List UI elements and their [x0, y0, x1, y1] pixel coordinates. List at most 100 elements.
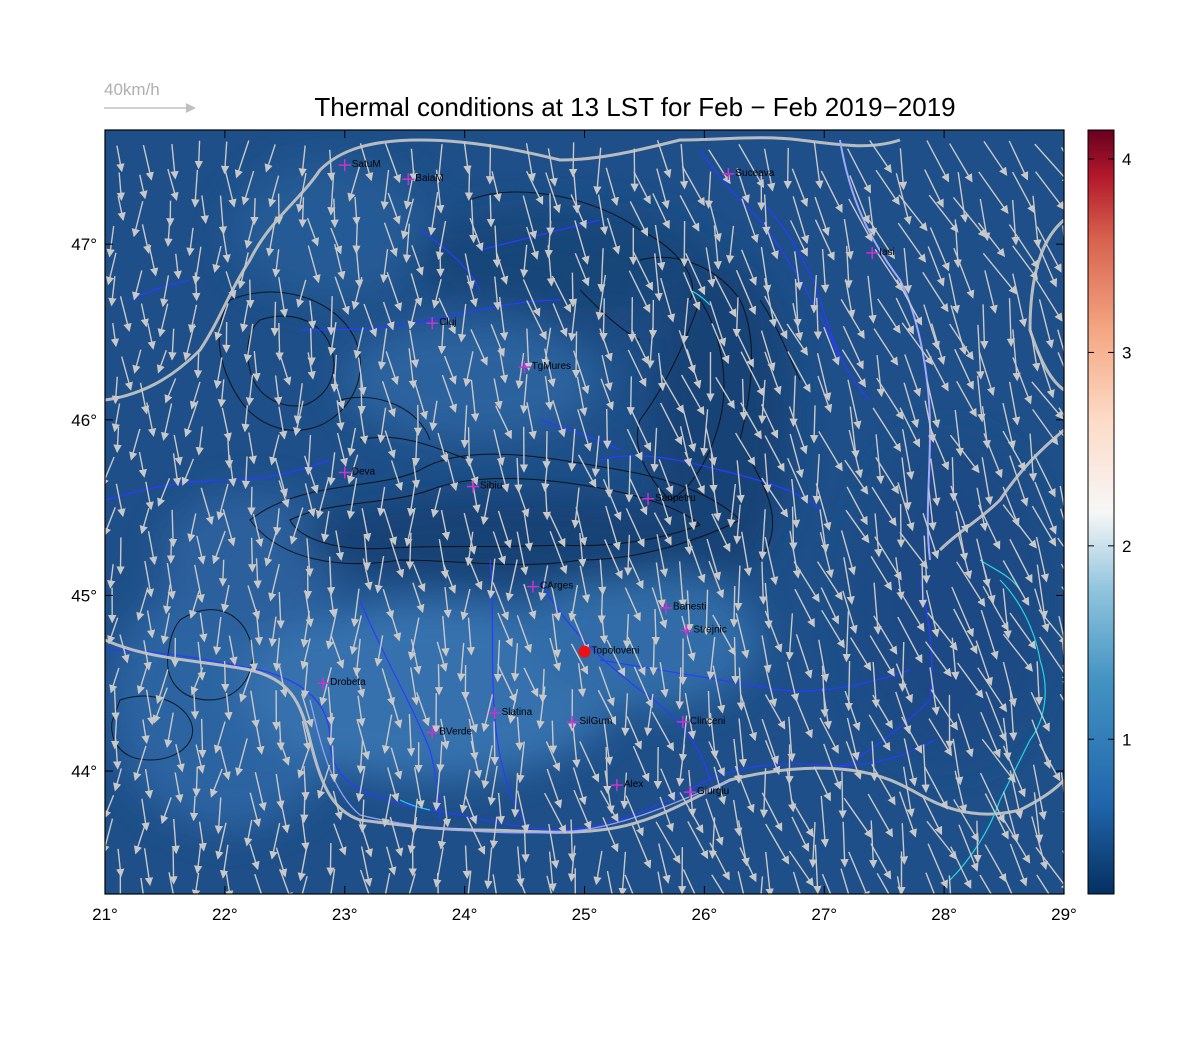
wind-arrow [173, 434, 183, 466]
city-label: Slatina [502, 707, 533, 718]
wind-arrow [487, 558, 496, 599]
wind-arrow [735, 330, 754, 368]
wind-arrow [410, 667, 420, 706]
wind-arrow [760, 246, 772, 294]
wind-arrow [953, 799, 979, 842]
wind-arrow [300, 693, 314, 728]
wind-arrow [568, 272, 578, 308]
wind-arrow [929, 667, 940, 716]
wind-arrow [520, 244, 529, 278]
wind-arrow [1002, 588, 1012, 640]
wind-arrow [459, 769, 471, 814]
wind-arrow [735, 613, 750, 659]
wind-arrow [410, 639, 422, 675]
wind-arrow [660, 374, 684, 414]
wind-arrow [793, 561, 820, 603]
wind-arrow [675, 667, 684, 710]
wind-arrow [759, 768, 769, 819]
wind-arrow [241, 456, 251, 490]
wind-arrow [460, 588, 471, 621]
wind-arrow [353, 327, 364, 359]
wind-arrow [1008, 224, 1039, 269]
city-label: TgMures [532, 361, 571, 372]
wind-arrow [657, 352, 667, 392]
wind-arrow [377, 328, 388, 371]
wind-arrow [810, 275, 819, 314]
wind-arrow [198, 718, 207, 759]
wind-arrow [352, 196, 361, 226]
lon-tick-label: 22° [212, 905, 238, 924]
wind-arrow [841, 349, 866, 388]
city-label: Giurgiu [697, 786, 729, 797]
wind-arrow [113, 768, 122, 792]
wind-arrow [954, 349, 974, 390]
wind-arrow [361, 508, 372, 542]
wind-arrow [628, 270, 651, 314]
wind-arrow [928, 718, 953, 757]
wind-arrow [814, 196, 830, 237]
wind-arrow [515, 716, 524, 751]
wind-arrow [239, 303, 249, 333]
wind-arrow [385, 351, 399, 386]
wind-arrow [869, 741, 879, 782]
wind-arrow [1002, 791, 1020, 843]
wind-arrow [980, 711, 1001, 758]
wind-arrow [628, 557, 644, 590]
wind-arrow [978, 351, 995, 397]
wind-arrow [429, 400, 438, 432]
wind-arrow [977, 222, 1006, 258]
wind-arrow [898, 194, 928, 232]
wind-arrow [658, 843, 671, 884]
colorbar-tick-label: 2 [1122, 537, 1131, 556]
wind-arrow [764, 222, 779, 260]
wind-arrow [1036, 564, 1049, 620]
wind-arrow [764, 694, 786, 730]
wind-arrow [761, 718, 779, 765]
wind-arrow [795, 634, 813, 679]
wind-arrow [740, 351, 765, 397]
wind-arrow [360, 846, 373, 887]
wind-arrow [1066, 196, 1091, 243]
wind-arrow [241, 405, 250, 433]
wind-arrow [1002, 633, 1033, 672]
wind-arrow [523, 667, 539, 698]
wind-arrow [783, 147, 792, 190]
wind-arrow [738, 144, 765, 189]
wind-arrow [819, 509, 830, 553]
wind-arrow [815, 483, 832, 531]
wind-arrow [626, 428, 643, 461]
wind-arrow [1038, 609, 1064, 645]
wind-arrow [437, 818, 447, 850]
city-label: Clinceni [690, 716, 726, 727]
wind-arrow [160, 612, 171, 645]
wind-arrow [813, 297, 823, 340]
wind-arrow [181, 458, 195, 486]
wind-arrow [436, 641, 448, 672]
wind-arrow [408, 873, 416, 894]
wind-arrow [1009, 843, 1028, 887]
wind-arrow [1039, 636, 1064, 682]
wind-arrow [682, 407, 697, 453]
wind-arrow [490, 323, 505, 357]
wind-arrow [213, 721, 226, 754]
wind-arrow [842, 610, 851, 663]
wind-arrow [515, 352, 525, 390]
colorbar-tick-label: 4 [1122, 150, 1131, 169]
wind-arrow [516, 741, 525, 784]
wind-arrow [848, 851, 870, 894]
wind-arrow [578, 532, 587, 568]
wind-arrow [764, 351, 782, 395]
wind-arrow [812, 454, 821, 505]
wind-arrow [660, 278, 676, 323]
wind-arrow [470, 329, 488, 366]
wind-arrow [973, 820, 982, 864]
wind-arrow [304, 483, 316, 518]
wind-arrow [848, 429, 864, 479]
wind-arrow [115, 483, 126, 518]
wind-arrow [956, 561, 986, 607]
wind-arrow [298, 145, 307, 177]
wind-arrow [926, 140, 950, 183]
wind-arrow [736, 667, 746, 711]
wind-arrow [384, 430, 396, 459]
wind-arrow [922, 535, 931, 584]
